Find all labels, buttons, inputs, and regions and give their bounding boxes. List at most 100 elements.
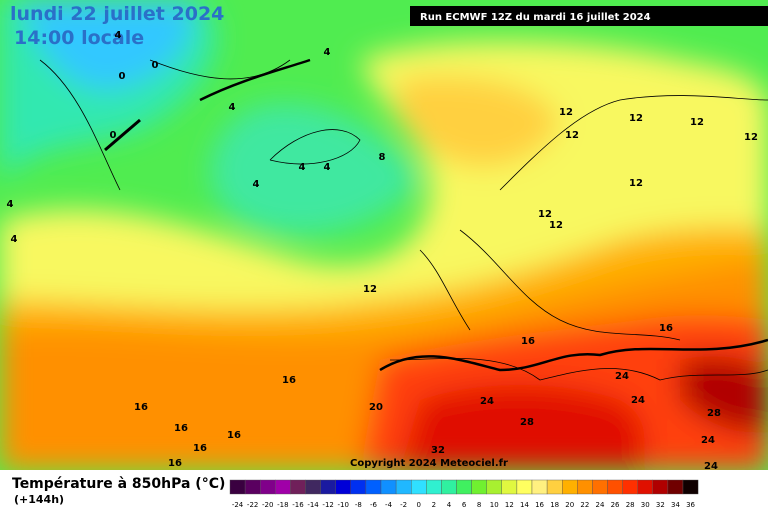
color-tick-label: 6 bbox=[462, 501, 467, 509]
color-box bbox=[531, 479, 548, 495]
contour-label: 24 bbox=[631, 395, 645, 406]
contour-label: 16 bbox=[134, 402, 148, 413]
color-tick-label: 0 bbox=[417, 501, 421, 509]
color-box bbox=[637, 479, 654, 495]
contour-label: 12 bbox=[690, 117, 704, 128]
color-box bbox=[395, 479, 412, 495]
contour-label: 4 bbox=[324, 162, 331, 173]
legend-lead: (+144h) bbox=[14, 493, 64, 506]
copyright: Copyright 2024 Meteociel.fr bbox=[350, 458, 508, 469]
color-box bbox=[486, 479, 503, 495]
contour-label: 16 bbox=[168, 458, 182, 469]
color-box bbox=[229, 479, 246, 495]
contour-label: 4 bbox=[229, 102, 236, 113]
contour-label: 16 bbox=[227, 430, 241, 441]
color-box bbox=[607, 479, 623, 495]
contour-label: 12 bbox=[629, 178, 643, 189]
color-tick-label: -12 bbox=[322, 501, 333, 509]
color-tick-label: 32 bbox=[656, 501, 665, 509]
contour-label: 8 bbox=[379, 152, 386, 163]
contour-label: 4 bbox=[299, 162, 306, 173]
contour-label: 24 bbox=[480, 396, 494, 407]
color-box bbox=[380, 479, 397, 495]
color-box bbox=[350, 479, 367, 495]
contour-label: 0 bbox=[110, 130, 117, 141]
coastlines bbox=[39, 59, 768, 381]
contour-label: 4 bbox=[253, 179, 260, 190]
contour-label: 12 bbox=[744, 132, 758, 143]
contour-label: 4 bbox=[324, 47, 331, 58]
color-tick-label: -14 bbox=[307, 501, 319, 509]
contour-label: 16 bbox=[174, 423, 188, 434]
color-box bbox=[471, 479, 487, 495]
color-tick-label: 26 bbox=[611, 501, 620, 509]
color-box bbox=[441, 479, 457, 495]
contour-label: 0 bbox=[119, 71, 126, 82]
legend-title: Température à 850hPa (°C) bbox=[12, 476, 225, 492]
contour-label: 12 bbox=[559, 107, 573, 118]
contour-label: 24 bbox=[704, 461, 718, 472]
color-box bbox=[516, 479, 533, 495]
color-box bbox=[562, 479, 578, 495]
color-box bbox=[682, 479, 699, 495]
contour-label: 0 bbox=[152, 60, 159, 71]
color-box bbox=[622, 479, 638, 495]
contour-label: 16 bbox=[659, 323, 673, 334]
color-tick-label: -2 bbox=[400, 501, 407, 509]
time: 14:00 locale bbox=[14, 27, 144, 49]
color-box bbox=[411, 479, 427, 495]
color-box bbox=[456, 479, 472, 495]
contour-label: 16 bbox=[193, 443, 207, 454]
contour-label: 12 bbox=[549, 220, 563, 231]
contour-label: 28 bbox=[707, 408, 721, 419]
color-tick-label: 16 bbox=[535, 501, 544, 509]
color-tick-label: 2 bbox=[432, 501, 436, 509]
color-box bbox=[275, 479, 291, 495]
color-tick-label: 28 bbox=[626, 501, 635, 509]
color-tick-label: 34 bbox=[671, 501, 680, 509]
color-box bbox=[290, 479, 306, 495]
color-tick-label: -4 bbox=[385, 501, 393, 509]
contour-label: 24 bbox=[701, 435, 715, 446]
color-box bbox=[667, 479, 684, 495]
color-box bbox=[577, 479, 593, 495]
color-tick-label: -22 bbox=[247, 501, 258, 509]
contour-label: 12 bbox=[629, 113, 643, 124]
color-box bbox=[652, 479, 669, 495]
color-tick-label: 20 bbox=[565, 501, 574, 509]
color-tick-label: -6 bbox=[370, 501, 378, 509]
color-box bbox=[305, 479, 321, 495]
color-tick-label: 36 bbox=[686, 501, 695, 509]
color-tick-label: 8 bbox=[477, 501, 481, 509]
color-box bbox=[335, 479, 352, 495]
color-box bbox=[244, 479, 261, 495]
contour-label: 12 bbox=[363, 284, 377, 295]
color-tick-label: 14 bbox=[520, 501, 529, 509]
color-box bbox=[320, 479, 336, 495]
color-tick-label: 18 bbox=[550, 501, 559, 509]
color-tick-label: 22 bbox=[580, 501, 589, 509]
color-tick-label: 4 bbox=[447, 501, 452, 509]
color-tick-label: -10 bbox=[338, 501, 349, 509]
color-box bbox=[260, 479, 276, 495]
contour-label: 16 bbox=[521, 336, 535, 347]
color-tick-label: -24 bbox=[232, 501, 244, 509]
color-box bbox=[501, 479, 518, 495]
run: Run ECMWF 12Z du mardi 16 juillet 2024 bbox=[420, 12, 651, 23]
color-box bbox=[546, 479, 563, 495]
contour-label: 4 bbox=[7, 199, 14, 210]
color-tick-label: -20 bbox=[262, 501, 273, 509]
color-box bbox=[426, 479, 442, 495]
contour-label: 20 bbox=[369, 402, 383, 413]
color-tick-label: -18 bbox=[277, 501, 288, 509]
color-tick-label: 10 bbox=[490, 501, 499, 509]
color-tick-label: -8 bbox=[355, 501, 362, 509]
contour-label: 24 bbox=[615, 371, 629, 382]
run-banner bbox=[410, 6, 768, 26]
contour-label: 12 bbox=[565, 130, 579, 141]
color-box bbox=[592, 479, 608, 495]
color-tick-label: -16 bbox=[292, 501, 304, 509]
contour-label: 16 bbox=[282, 375, 296, 386]
color-tick-label: 12 bbox=[505, 501, 514, 509]
